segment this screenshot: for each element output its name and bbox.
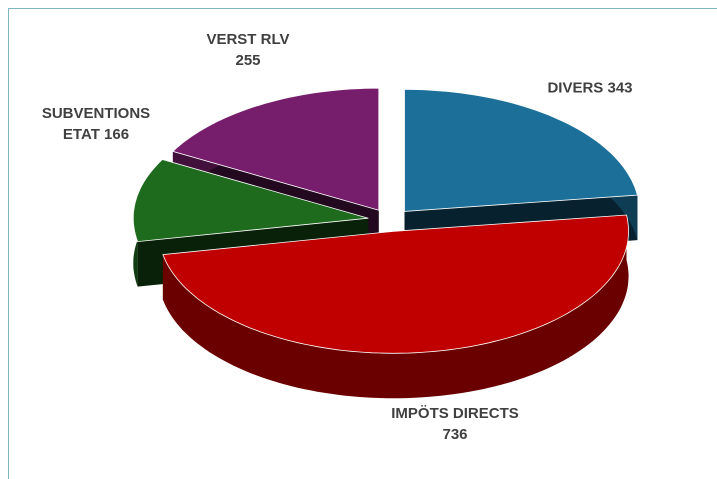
slice-top bbox=[172, 87, 380, 211]
data-label: IMPÖTS DIRECTS 736 bbox=[390, 403, 520, 445]
category-label: SUBVENTIONS ETAT bbox=[41, 105, 151, 143]
value-label: 255 bbox=[235, 52, 261, 69]
data-label: DIVERS 343 bbox=[490, 78, 690, 99]
value-label: 736 bbox=[442, 426, 468, 443]
value-label: 343 bbox=[607, 79, 633, 97]
slice-top bbox=[404, 88, 638, 212]
category-label: VERST RLV bbox=[206, 31, 290, 48]
data-label: SUBVENTIONS ETAT 166 bbox=[36, 103, 156, 145]
slice-top bbox=[132, 159, 369, 243]
category-label: DIVERS bbox=[547, 79, 604, 97]
slice-wall bbox=[162, 215, 629, 399]
slice-top bbox=[162, 214, 630, 354]
frame bbox=[8, 8, 717, 479]
slice bbox=[162, 214, 630, 399]
data-label: VERST RLV 255 bbox=[198, 29, 298, 71]
value-label: 166 bbox=[104, 126, 130, 143]
category-label: IMPÖTS DIRECTS bbox=[391, 405, 519, 422]
